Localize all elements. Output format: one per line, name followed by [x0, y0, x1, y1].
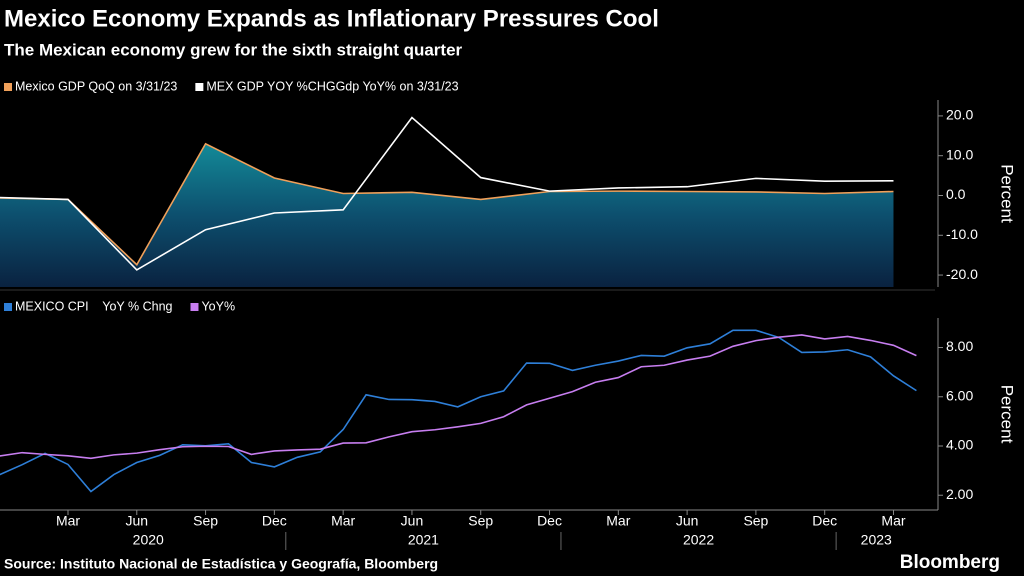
- subtitle: The Mexican economy grew for the sixth s…: [4, 40, 463, 59]
- legend-label: YoY%: [201, 299, 235, 313]
- legend-label: Mexico GDP QoQ on 3/31/23: [15, 79, 177, 93]
- x-tick-label: Dec: [262, 513, 287, 529]
- x-tick-label: Mar: [331, 513, 355, 529]
- x-tick-label: Mar: [56, 513, 80, 529]
- legend-swatch: [190, 303, 199, 311]
- title: Mexico Economy Expands as Inflationary P…: [4, 5, 659, 32]
- x-tick-label: Sep: [743, 513, 768, 529]
- y-tick-label: 8.00: [946, 338, 973, 354]
- y-tick-label: 4.00: [946, 437, 973, 453]
- line: [0, 142, 894, 267]
- y-tick-label: 10.0: [946, 146, 973, 162]
- legend-label: MEX GDP YOY %CHGGdp YoY% on 3/31/23: [206, 79, 458, 93]
- legend-label: MEXICO CPI YoY % Chng: [15, 299, 173, 313]
- y-tick-label: 6.00: [946, 387, 973, 403]
- x-tick-label: Dec: [812, 513, 837, 529]
- y-tick-label: -10.0: [946, 226, 978, 242]
- line: [0, 329, 917, 493]
- legend-swatch: [195, 83, 204, 91]
- source: Source: Instituto Nacional de Estadístic…: [4, 556, 438, 572]
- x-tick-label: Jun: [401, 513, 424, 529]
- line: [0, 334, 917, 460]
- x-tick-label: Dec: [537, 513, 562, 529]
- y-axis-title: Percent: [998, 164, 1017, 223]
- x-tick-label: Mar: [881, 513, 905, 529]
- x-tick-label: Sep: [193, 513, 218, 529]
- line: [0, 116, 894, 271]
- legend-swatch: [4, 83, 12, 91]
- legend-swatch: [4, 303, 12, 311]
- x-year-label: 2023: [861, 532, 892, 548]
- x-year-label: 2021: [408, 532, 439, 548]
- y-tick-label: 2.00: [946, 486, 973, 502]
- x-tick-label: Sep: [468, 513, 493, 529]
- x-tick-label: Jun: [126, 513, 149, 529]
- brand: Bloomberg: [900, 552, 1000, 573]
- x-year-label: 2020: [133, 532, 164, 548]
- area: [0, 143, 894, 287]
- y-tick-label: -20.0: [946, 266, 978, 282]
- x-tick-label: Jun: [676, 513, 699, 529]
- x-year-label: 2022: [683, 532, 714, 548]
- x-tick-label: Mar: [606, 513, 630, 529]
- y-tick-label: 20.0: [946, 107, 973, 123]
- y-tick-label: 0.0: [946, 186, 966, 202]
- y-axis-title: Percent: [998, 385, 1017, 444]
